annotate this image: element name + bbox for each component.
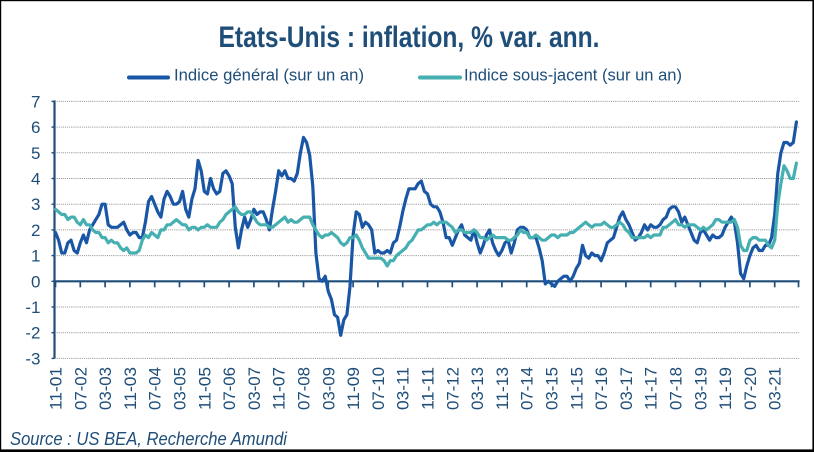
svg-text:0: 0 xyxy=(31,272,40,291)
svg-text:-3: -3 xyxy=(25,349,40,368)
svg-text:03-03: 03-03 xyxy=(96,367,115,410)
svg-text:11-09: 11-09 xyxy=(344,367,363,410)
svg-text:-1: -1 xyxy=(25,298,40,317)
svg-text:07-20: 07-20 xyxy=(741,367,760,410)
svg-text:07-16: 07-16 xyxy=(592,367,611,410)
svg-text:3: 3 xyxy=(31,195,40,214)
svg-text:03-13: 03-13 xyxy=(468,367,487,410)
svg-text:03-17: 03-17 xyxy=(617,367,636,410)
svg-text:11-17: 11-17 xyxy=(642,367,661,410)
svg-text:11-03: 11-03 xyxy=(121,367,140,410)
svg-text:-2: -2 xyxy=(25,324,40,343)
svg-text:03-11: 03-11 xyxy=(394,367,413,410)
svg-text:Source : US BEA, Recherche Amu: Source : US BEA, Recherche Amundi xyxy=(10,428,288,449)
svg-text:6: 6 xyxy=(31,118,40,137)
svg-text:1: 1 xyxy=(31,247,40,266)
svg-text:03-15: 03-15 xyxy=(543,367,562,410)
svg-text:11-19: 11-19 xyxy=(716,367,735,410)
svg-text:11-05: 11-05 xyxy=(195,367,214,410)
svg-text:5: 5 xyxy=(31,144,40,163)
svg-text:07-06: 07-06 xyxy=(220,367,239,410)
svg-text:07-04: 07-04 xyxy=(146,367,165,410)
svg-text:Indice sous-jacent (sur un an): Indice sous-jacent (sur un an) xyxy=(464,67,682,85)
svg-text:03-09: 03-09 xyxy=(319,367,338,410)
svg-text:2: 2 xyxy=(31,221,40,240)
svg-text:Etats-Unis : inflation, % var.: Etats-Unis : inflation, % var. ann. xyxy=(219,21,600,54)
svg-text:11-01: 11-01 xyxy=(47,367,66,410)
svg-text:07-14: 07-14 xyxy=(518,367,537,410)
svg-text:11-15: 11-15 xyxy=(567,367,586,410)
svg-text:4: 4 xyxy=(31,170,40,189)
svg-text:07-12: 07-12 xyxy=(443,367,462,410)
svg-text:03-19: 03-19 xyxy=(691,367,710,410)
svg-text:03-05: 03-05 xyxy=(171,367,190,410)
svg-text:7: 7 xyxy=(31,92,40,111)
svg-text:07-02: 07-02 xyxy=(71,367,90,410)
svg-text:07-10: 07-10 xyxy=(369,367,388,410)
svg-text:03-21: 03-21 xyxy=(766,367,785,410)
svg-text:11-13: 11-13 xyxy=(493,367,512,410)
svg-text:07-18: 07-18 xyxy=(667,367,686,410)
svg-text:03-07: 03-07 xyxy=(245,367,264,410)
svg-text:11-07: 11-07 xyxy=(270,367,289,410)
svg-text:Indice général (sur un an): Indice général (sur un an) xyxy=(174,67,364,85)
svg-text:07-08: 07-08 xyxy=(295,367,314,410)
svg-text:11-11: 11-11 xyxy=(419,367,438,410)
